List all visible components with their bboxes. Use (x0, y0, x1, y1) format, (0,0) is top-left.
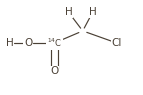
Text: H: H (89, 7, 96, 17)
Text: H: H (6, 38, 14, 48)
Text: O: O (24, 38, 32, 48)
Text: $\mathregular{^{14}}$C: $\mathregular{^{14}}$C (47, 37, 62, 49)
Text: H: H (65, 7, 73, 17)
Text: Cl: Cl (111, 38, 122, 48)
Text: O: O (50, 66, 59, 76)
